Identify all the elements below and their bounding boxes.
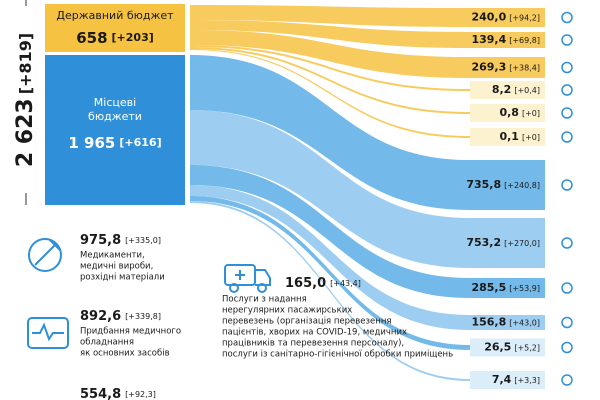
legend-text: медичні вироби, [80, 262, 153, 272]
flow-icon [561, 107, 573, 119]
local-value: 1 965 [+616] [68, 134, 161, 152]
state-label: Державний бюджет [56, 9, 174, 22]
flow-labels: 240,0 [+94,2]139,4 [+69,8]269,3 [+38,4]8,2[… [466, 11, 573, 386]
flow-delta: [+0,4] [514, 86, 540, 95]
value: 165,0 [285, 276, 326, 291]
transport-text: перевезень (організація перевезення [222, 317, 392, 327]
row-band [470, 338, 545, 357]
flow-label: 240,0 [+94,2] [471, 11, 540, 24]
transport-text: нерегулярних пасажирських [222, 306, 352, 316]
flow-delta: [+240,8] [504, 181, 540, 190]
flow-icon [561, 282, 573, 294]
flow [190, 20, 545, 48]
flow-value: 139,4 [471, 33, 506, 46]
flow-icon [561, 11, 573, 24]
flow-delta: [+43,0] [509, 318, 540, 327]
flow-value: 0,8 [499, 106, 519, 119]
flow-icon [561, 179, 573, 191]
flow [190, 110, 545, 268]
flow-icon [561, 34, 573, 46]
flow-icon [561, 237, 573, 249]
state-box [45, 4, 185, 52]
transport-value: 165,0 [+43,4] [285, 276, 361, 291]
value: 554,8 [80, 387, 121, 400]
legend: 975,8 [+335,0] Медикаменти,медичні вироби,… [80, 233, 453, 400]
row-band [470, 81, 545, 99]
local-box [45, 55, 185, 205]
row-band [470, 128, 545, 146]
flow-label: 0,8 [+0] [499, 106, 540, 119]
transport-text: послуги із санітарно-гігієнічної обробки… [222, 350, 453, 360]
flow [190, 185, 545, 330]
state-value: 658 [+203] [76, 29, 154, 47]
flow-value: 156,8 [471, 316, 506, 329]
icons [27, 238, 271, 349]
flow-delta: [+3,3] [514, 376, 540, 385]
delta: [+43,4] [330, 279, 361, 288]
flow [190, 165, 545, 298]
transport-text: Послуги з надання [222, 295, 307, 305]
legend-text: Придбання медичного [80, 327, 181, 337]
flow-value: 26,5 [484, 341, 511, 354]
local-label: бюджети [88, 110, 142, 123]
flow-delta: [+94,2] [509, 13, 540, 22]
legend-text: Медикаменти, [80, 251, 145, 261]
flow-delta: [+0] [522, 133, 540, 142]
local-label: Місцеві [94, 96, 136, 109]
flow-label: 8,2 [+0,4] [492, 83, 540, 96]
row-band [470, 371, 545, 389]
flow-value: 240,0 [471, 11, 506, 24]
total: 2 623[+819] [13, 33, 38, 167]
flow-value: 7,4 [492, 373, 512, 386]
legend-text: як основних засобів [80, 349, 170, 359]
flow-value: 0,1 [499, 130, 519, 143]
delta: [+92,3] [125, 390, 156, 399]
flow-label: 139,4 [+69,8] [471, 33, 540, 46]
legend-text: обладнання [80, 338, 134, 348]
flow-icon [561, 131, 573, 143]
legend-value: 554,8 [+92,3] [80, 387, 156, 400]
delta: [+335,0] [125, 236, 161, 245]
flow-icon [561, 374, 573, 386]
flow-label: 735,8 [+240,8] [466, 178, 540, 191]
flow-value: 753,2 [466, 236, 501, 249]
flow-label: 156,8 [+43,0] [471, 316, 540, 329]
flow-value: 8,2 [492, 83, 512, 96]
flow-icon [561, 316, 573, 329]
flow-delta: [+38,4] [509, 63, 540, 72]
flow-label: 0,1 [+0] [499, 130, 540, 143]
flow [190, 5, 545, 27]
flow-label: 285,5 [+53,9] [471, 281, 540, 294]
flow-delta: [+0] [522, 109, 540, 118]
flow-label: 7,4 [+3,3] [492, 373, 540, 386]
flow-value: 269,3 [471, 61, 506, 74]
flow-icon [561, 61, 573, 74]
flow-label: 753,2 [+270,0] [466, 236, 540, 249]
delta: [+339,8] [125, 312, 161, 321]
flow-label: 269,3 [+38,4] [471, 61, 540, 74]
flow-delta: [+270,0] [504, 239, 540, 248]
flow-value: 285,5 [471, 281, 506, 294]
value: 892,6 [80, 309, 121, 324]
flow-delta: [+69,8] [509, 36, 540, 45]
flow-icon [561, 84, 573, 96]
transport-text: працівників та перевезення персоналу), [222, 339, 404, 349]
flow [190, 55, 545, 210]
flow-delta: [+5,2] [514, 343, 540, 352]
transport-text: пацієнтів, хворих на COVID-19, медичних [222, 328, 407, 338]
legend-value: 892,6 [+339,8] [80, 309, 161, 324]
flow [190, 30, 545, 78]
flow-icon [561, 341, 573, 354]
legend-value: 975,8 [+335,0] [80, 233, 161, 248]
legend-text: розхідні матеріали [80, 273, 165, 283]
row-band [470, 104, 545, 122]
flow-value: 735,8 [466, 178, 501, 191]
flow-delta: [+53,9] [509, 284, 540, 293]
flows [190, 5, 545, 389]
flow-label: 26,5 [+5,2] [484, 341, 540, 354]
value: 975,8 [80, 233, 121, 248]
